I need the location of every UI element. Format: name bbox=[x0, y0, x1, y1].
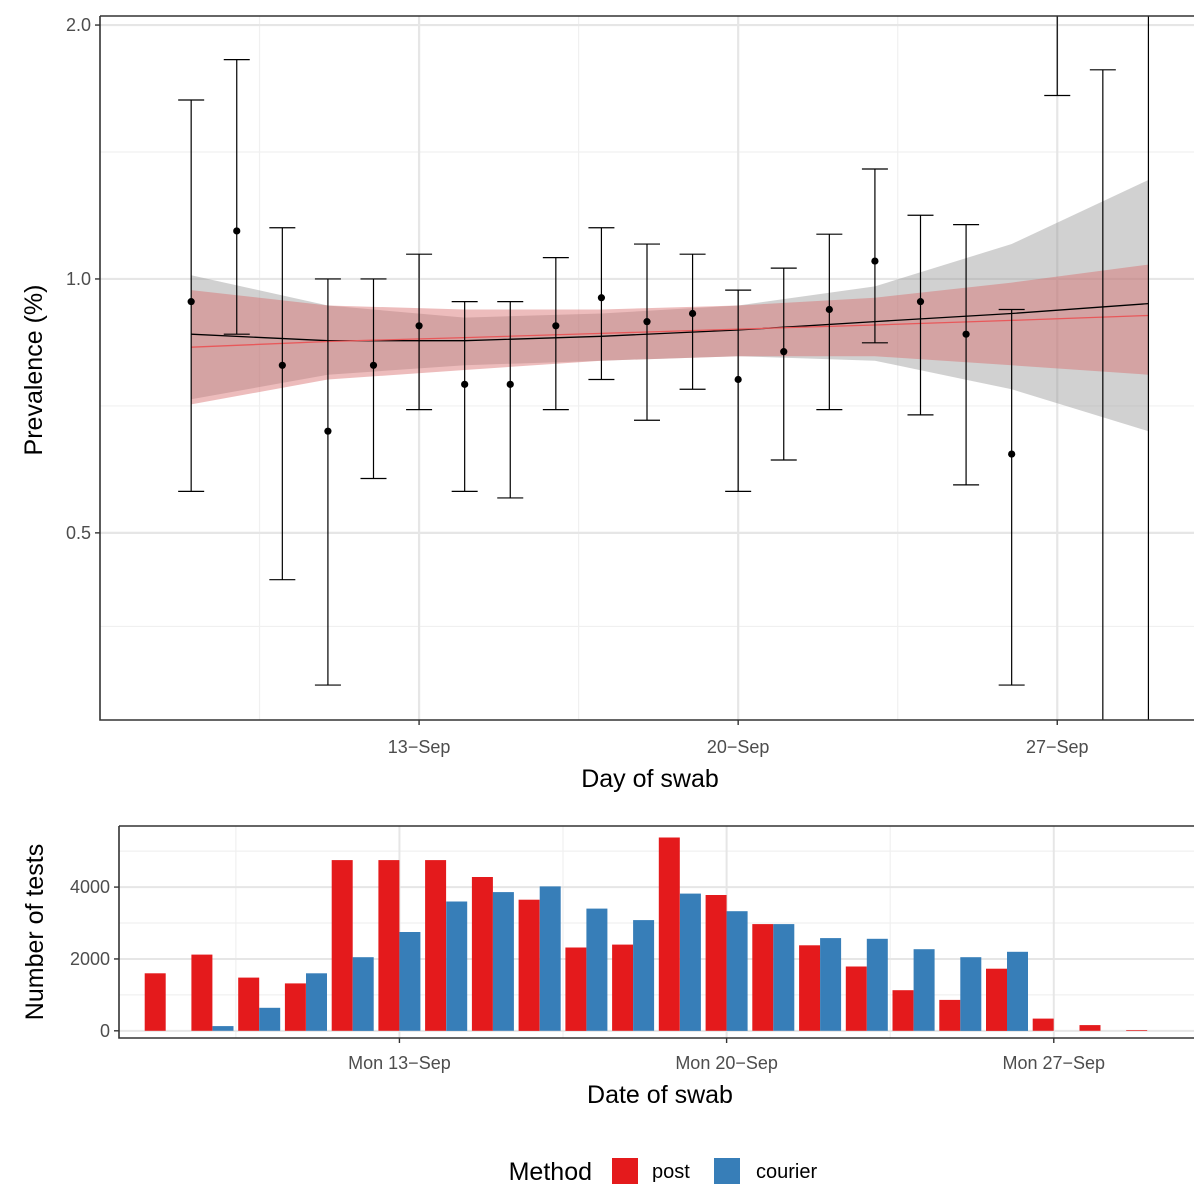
bar-post bbox=[1126, 1030, 1148, 1031]
bar-post bbox=[845, 966, 867, 1031]
bar-courier bbox=[913, 949, 935, 1031]
prevalence-point bbox=[461, 380, 469, 388]
bar-courier bbox=[539, 886, 561, 1031]
tests-y-tick-label: 4000 bbox=[70, 877, 110, 897]
prevalence-panel-border bbox=[99, 15, 1194, 721]
prevalence-y-tick-label: 2.0 bbox=[66, 15, 91, 35]
bar-courier bbox=[679, 893, 701, 1031]
tests-y-axis-title: Number of tests bbox=[21, 844, 49, 1020]
prevalence-y-tick-label: 0.5 bbox=[66, 523, 91, 543]
prevalence-x-axis-title: Day of swab bbox=[581, 765, 719, 793]
bar-courier bbox=[820, 938, 842, 1031]
bar-courier bbox=[492, 892, 514, 1031]
prevalence-x-tick-label: 27−Sep bbox=[1026, 737, 1089, 757]
bar-post bbox=[378, 860, 400, 1031]
bar-courier bbox=[306, 973, 327, 1031]
legend-swatch-courier bbox=[714, 1158, 740, 1184]
prevalence-y-tick-label: 1.0 bbox=[66, 269, 91, 289]
bar-post bbox=[939, 999, 961, 1031]
bar-courier bbox=[960, 957, 982, 1031]
prevalence-point bbox=[278, 361, 286, 369]
prevalence-point bbox=[916, 298, 925, 306]
prevalence-error-bars bbox=[178, 16, 1150, 720]
legend-label-post: post bbox=[652, 1161, 690, 1183]
prevalence-x-tick-label: 13−Sep bbox=[388, 737, 451, 757]
confidence-band-gray bbox=[191, 180, 1149, 432]
bar-courier bbox=[446, 901, 468, 1031]
tests-y-tick-label: 2000 bbox=[70, 949, 110, 969]
prevalence-y-ticks: 0.5 1.0 2.0 bbox=[66, 15, 100, 543]
bar-post bbox=[658, 837, 680, 1031]
prevalence-x-tick-label: 20−Sep bbox=[707, 737, 770, 757]
bar-courier bbox=[633, 920, 655, 1031]
prevalence-points bbox=[187, 227, 1016, 458]
prevalence-confidence-bands bbox=[191, 180, 1149, 432]
bar-post bbox=[1032, 1018, 1054, 1031]
bar-post bbox=[191, 954, 213, 1031]
prevalence-y-axis-title: Prevalence (%) bbox=[20, 285, 48, 456]
prevalence-point bbox=[506, 380, 514, 388]
bar-courier bbox=[1007, 951, 1028, 1031]
legend-title: Method bbox=[509, 1158, 592, 1184]
bar-courier bbox=[352, 957, 374, 1031]
prevalence-point bbox=[780, 348, 788, 356]
bar-post bbox=[612, 944, 634, 1031]
bar-post bbox=[799, 945, 821, 1031]
prevalence-point bbox=[734, 375, 742, 384]
prevalence-point bbox=[597, 294, 606, 302]
fit-line-red bbox=[191, 314, 1149, 348]
tests-x-ticks: Mon 13−Sep Mon 20−Sep Mon 27−Sep bbox=[348, 1038, 1105, 1073]
prevalence-chart: 0.5 1.0 2.0 13−Sep 20−Sep 27−Sep Day of swab… bbox=[20, 15, 1194, 793]
legend-swatch-post bbox=[612, 1158, 638, 1184]
tests-y-ticks: 0 2000 4000 bbox=[70, 877, 119, 1041]
bar-post bbox=[565, 947, 587, 1031]
bar-post bbox=[144, 973, 166, 1031]
bar-post bbox=[986, 968, 1007, 1031]
prevalence-point bbox=[369, 361, 378, 369]
tests-y-tick-label: 0 bbox=[100, 1021, 110, 1041]
bar-post bbox=[752, 924, 774, 1031]
bar-post bbox=[705, 895, 727, 1031]
prevalence-point bbox=[688, 309, 697, 318]
tests-x-tick-label: Mon 20−Sep bbox=[675, 1053, 778, 1073]
prevalence-point bbox=[825, 305, 833, 314]
prevalence-point bbox=[415, 322, 423, 330]
prevalence-point bbox=[324, 427, 332, 435]
bar-post bbox=[238, 977, 260, 1031]
prevalence-point bbox=[962, 330, 970, 338]
tests-panel-border bbox=[118, 825, 1194, 1039]
prevalence-fit-lines bbox=[191, 302, 1149, 348]
bar-courier bbox=[726, 911, 748, 1031]
tests-x-axis-title: Date of swab bbox=[587, 1081, 733, 1109]
bar-post bbox=[284, 983, 306, 1031]
bar-post bbox=[518, 899, 540, 1031]
bar-post bbox=[425, 860, 447, 1031]
legend-label-courier: courier bbox=[756, 1161, 817, 1183]
tests-plot-background bbox=[119, 826, 1194, 1038]
bar-courier bbox=[773, 924, 795, 1031]
bar-courier bbox=[212, 1026, 234, 1031]
legend: Method post courier bbox=[509, 1158, 817, 1184]
tests-bars bbox=[144, 837, 1148, 1031]
tests-x-tick-label: Mon 13−Sep bbox=[348, 1053, 451, 1073]
prevalence-x-ticks: 13−Sep 20−Sep 27−Sep bbox=[388, 720, 1089, 757]
prevalence-point bbox=[552, 322, 560, 330]
bar-courier bbox=[586, 908, 608, 1031]
bar-post bbox=[471, 877, 493, 1031]
bar-post bbox=[1079, 1025, 1101, 1031]
bar-courier bbox=[866, 938, 888, 1031]
tests-chart: 0 2000 4000 Mon 13−Sep Mon 20−Sep Mon 27−Sep… bbox=[21, 825, 1194, 1109]
prevalence-point bbox=[643, 318, 651, 326]
tests-x-tick-label: Mon 27−Sep bbox=[1002, 1053, 1105, 1073]
confidence-band-red bbox=[191, 264, 1149, 405]
prevalence-point bbox=[871, 257, 879, 265]
bar-post bbox=[331, 860, 353, 1031]
bar-courier bbox=[259, 1007, 281, 1031]
prevalence-point bbox=[1008, 450, 1016, 458]
bar-courier bbox=[399, 932, 421, 1031]
prevalence-point bbox=[233, 227, 241, 235]
bar-post bbox=[892, 990, 914, 1031]
prevalence-point bbox=[187, 298, 195, 306]
